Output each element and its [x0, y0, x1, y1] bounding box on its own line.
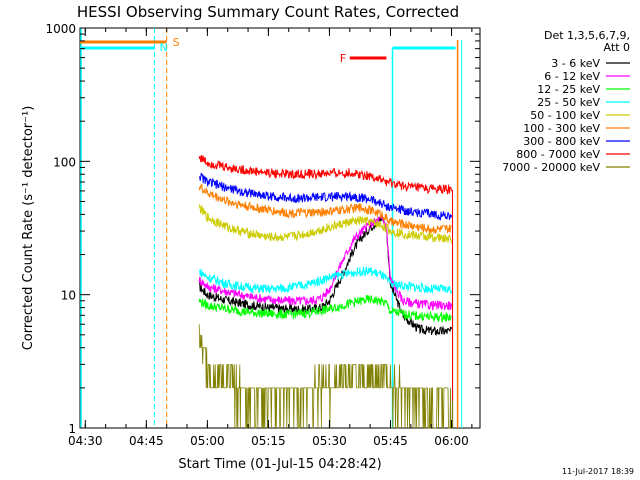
series-line-3 — [199, 266, 452, 295]
y-tick-label: 1 — [68, 422, 76, 436]
legend-label-6: 300 - 800 keV — [523, 135, 600, 148]
legend-label-5: 100 - 300 keV — [523, 122, 600, 135]
y-tick-label: 100 — [53, 155, 76, 169]
series-line-4 — [198, 204, 452, 244]
legend-label-4: 50 - 100 keV — [530, 109, 600, 122]
x-tick-label: 06:00 — [434, 434, 469, 448]
x-tick-label: 05:15 — [251, 434, 286, 448]
flag-label-s: S — [173, 36, 180, 49]
legend-label-8: 7000 - 20000 keV — [502, 161, 600, 174]
chart-title: HESSI Observing Summary Count Rates, Cor… — [77, 3, 459, 21]
legend-title: Det 1,3,5,6,7,9, — [544, 29, 630, 42]
series-line-6 — [198, 172, 452, 221]
series-line-7 — [198, 155, 452, 195]
x-axis-label: Start Time (01-Jul-15 04:28:42) — [178, 457, 381, 472]
legend-label-7: 800 - 7000 keV — [516, 148, 600, 161]
x-tick-label: 05:00 — [190, 434, 225, 448]
legend-label-1: 6 - 12 keV — [544, 70, 600, 83]
legend-label-3: 25 - 50 keV — [537, 96, 600, 109]
flag-label-n: N — [159, 41, 167, 54]
series-line-1 — [198, 214, 452, 311]
series-line-2 — [198, 294, 452, 323]
legend-subtitle: Att 0 — [604, 41, 630, 54]
y-axis-label: Corrected Count Rate (s⁻¹ detector⁻¹) — [21, 106, 36, 351]
x-tick-label: 05:30 — [312, 434, 347, 448]
legend-label-2: 12 - 25 keV — [537, 83, 600, 96]
footer-timestamp: 11-Jul-2017 18:39 — [562, 467, 634, 476]
plot-area: SN F 04:30 04:45 05:00 05:15 05:30 05:45 06:00 1… — [45, 22, 481, 448]
y-tick-label: 1000 — [45, 22, 76, 36]
plot-frame — [79, 27, 481, 429]
series-line-5 — [198, 184, 452, 235]
flag-label-f: F — [340, 52, 346, 65]
x-tick-label: 04:45 — [129, 434, 164, 448]
ticks-layer: 04:30 04:45 05:00 05:15 05:30 05:45 06:00 1 10 10… — [45, 22, 480, 448]
x-tick-label: 04:30 — [68, 434, 103, 448]
legend-label-0: 3 - 6 keV — [551, 57, 600, 70]
series-layer — [198, 155, 454, 429]
status-layer: SN F — [80, 28, 463, 428]
y-tick-label: 10 — [61, 289, 76, 303]
x-tick-label: 05:45 — [373, 434, 408, 448]
series-line-8 — [198, 324, 452, 429]
